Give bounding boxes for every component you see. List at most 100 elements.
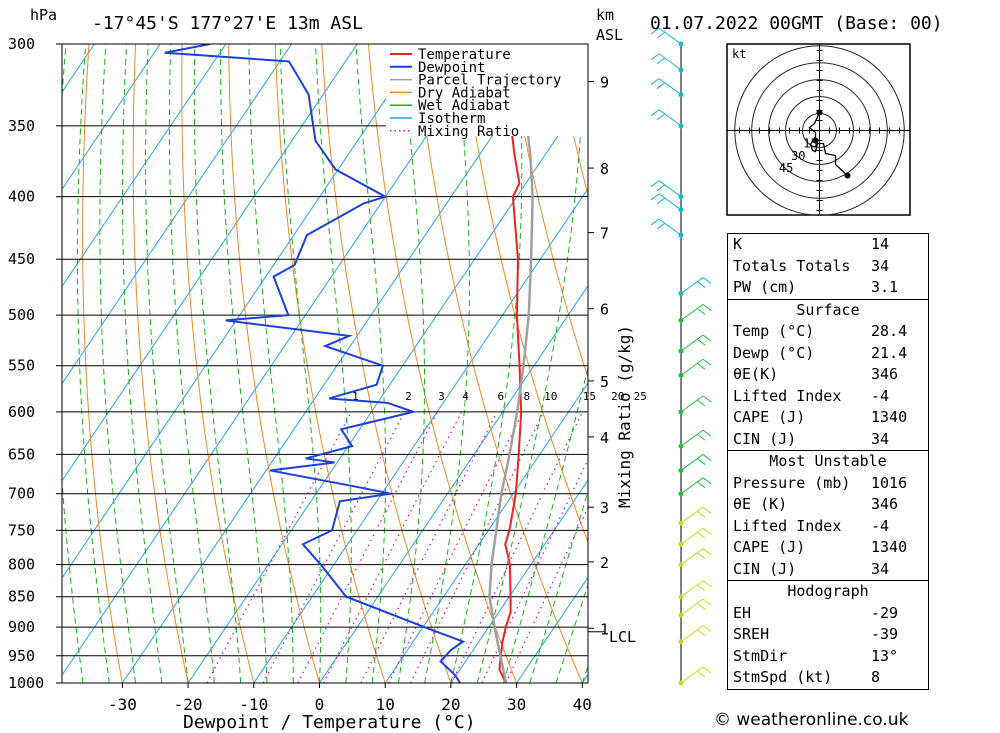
hodograph-param-value: -39 xyxy=(871,625,899,643)
isotherm-line xyxy=(62,44,161,191)
wind-barb-feather xyxy=(696,307,706,315)
hodograph-param-row: SREH -39 xyxy=(728,624,928,646)
location-label: -17°45'S 177°27'E 13m ASL xyxy=(92,13,363,34)
pressure-tick-label: 600 xyxy=(8,403,35,421)
hodograph-param-label: StmDir xyxy=(733,646,788,665)
most-unstable-header: Most Unstable xyxy=(728,450,928,473)
wind-barb-shaft xyxy=(680,666,704,684)
hodograph-param-row: EH -29 xyxy=(728,603,928,625)
pressure-tick-label: 1000 xyxy=(8,674,44,692)
wet-adiabat-line xyxy=(145,44,189,683)
wind-barb xyxy=(678,598,712,618)
wind-barb xyxy=(678,666,712,686)
temperature-tick-label: 20 xyxy=(441,695,460,714)
most-unstable-row: Lifted Index -4 xyxy=(728,516,928,538)
hodograph-ring-label: 30 xyxy=(791,149,805,163)
mixing-ratio-label: 15 xyxy=(583,390,596,403)
mixing-ratio-line xyxy=(388,411,524,683)
wind-barb-dot xyxy=(678,123,684,129)
wind-barb-feather xyxy=(702,625,712,633)
wind-barb-feather xyxy=(702,666,712,674)
surface-label: CAPE (J) xyxy=(733,408,806,426)
dry-adiabat-line xyxy=(367,44,518,683)
pressure-tick-label: 500 xyxy=(8,306,35,324)
hodograph-param-label: SREH xyxy=(733,625,770,643)
totals-row: Totals Totals 34 xyxy=(728,256,928,278)
asl-unit: ASL xyxy=(596,26,623,44)
wind-barb-feather xyxy=(650,193,660,201)
mixing-ratio-label: 8 xyxy=(523,390,530,403)
surface-value: 28.4 xyxy=(871,322,908,340)
wind-barb xyxy=(678,580,712,600)
wet-adiabat-line xyxy=(76,44,110,683)
hodograph-param-value: 13° xyxy=(871,646,899,665)
most-unstable-row: θE (K) 346 xyxy=(728,494,928,516)
wind-barb-shaft xyxy=(680,334,704,352)
temperature-tick-label: -30 xyxy=(108,695,137,714)
wind-barb-shaft xyxy=(680,548,704,565)
wet-adiabat-line xyxy=(193,44,242,683)
surface-label: θE(K) xyxy=(733,365,779,383)
surface-row: Lifted Index -4 xyxy=(728,386,928,408)
wind-barb-feather xyxy=(650,180,660,188)
surface-row: θE(K) 346 xyxy=(728,364,928,386)
isotherm-line xyxy=(62,44,358,482)
most-unstable-value: 34 xyxy=(871,559,890,578)
wind-profile xyxy=(650,27,712,686)
wind-barb-feather xyxy=(702,598,712,606)
wind-barb-feather xyxy=(702,277,712,284)
copyright-footer[interactable]: © weatheronline.co.uk xyxy=(714,710,909,730)
hodograph-point xyxy=(844,172,851,179)
wind-barb-feather xyxy=(650,27,660,35)
mixing-ratio-line xyxy=(360,411,498,683)
hodograph-rows: EH -29 SREH -39 StmDir 13° StmSpd (kt) 8 xyxy=(728,603,928,689)
wind-barb-feather xyxy=(696,481,706,489)
mixing-ratio-label: 10 xyxy=(544,390,557,403)
dry-adiabat-line xyxy=(82,44,123,683)
mixing-ratio-label: 25 xyxy=(634,390,647,403)
wind-barb-dot xyxy=(678,491,684,497)
wind-barb xyxy=(678,506,712,526)
height-axis: 9 8 7 6 5 4 3 2 1 xyxy=(588,74,609,638)
isotherm-line xyxy=(62,44,490,677)
mixing-ratio-labels: 1 2 3 4 6 8 10 15 20 25 xyxy=(352,390,647,403)
hodograph-unit: kt xyxy=(732,47,746,61)
wind-barb xyxy=(650,193,684,213)
wet-adiabat-line xyxy=(397,44,426,683)
wind-barb-shaft xyxy=(680,277,704,294)
wind-barb-feather xyxy=(696,552,706,559)
wind-barb-shaft xyxy=(658,53,682,71)
wind-barb-dot xyxy=(678,594,684,600)
pressure-tick-label: 350 xyxy=(8,117,35,135)
datetime-label: 01.07.2022 00GMT (Base: 00) xyxy=(650,13,943,34)
wind-barb-feather xyxy=(650,218,660,226)
most-unstable-value: -4 xyxy=(871,516,890,535)
wind-barb-feather xyxy=(656,222,666,230)
wind-barb xyxy=(678,454,712,473)
most-unstable-label: CIN (J) xyxy=(733,559,797,578)
lcl-label: LCL xyxy=(609,628,636,646)
mixing-ratio-label: 6 xyxy=(498,390,505,403)
totals-value: 34 xyxy=(871,256,890,275)
height-tick-label: 1 xyxy=(600,620,609,638)
legend-label: Mixing Ratio xyxy=(418,124,519,140)
temperature-tick-label: 40 xyxy=(573,695,592,714)
wind-barb xyxy=(678,358,712,378)
height-tick-label: 5 xyxy=(600,373,609,391)
wind-barb-dot xyxy=(678,409,684,415)
pw-label: PW (cm) xyxy=(733,278,797,296)
surface-header: Surface xyxy=(728,298,928,322)
wind-barb-feather xyxy=(696,399,706,407)
wind-barb-feather xyxy=(696,362,706,370)
wind-barb-feather xyxy=(656,113,666,121)
wind-barb-dot xyxy=(678,67,684,73)
pw-row: PW (cm) 3.1 xyxy=(728,277,928,299)
wind-barb-dot xyxy=(678,317,684,323)
wind-barb-dot xyxy=(678,207,684,213)
mixing-ratio-label: 2 xyxy=(405,390,412,403)
wind-barb xyxy=(650,180,684,200)
height-tick-label: 6 xyxy=(600,301,609,319)
wind-barb xyxy=(678,527,712,547)
hodograph-header: Hodograph xyxy=(728,580,928,603)
most-unstable-row: CIN (J) 34 xyxy=(728,559,928,581)
